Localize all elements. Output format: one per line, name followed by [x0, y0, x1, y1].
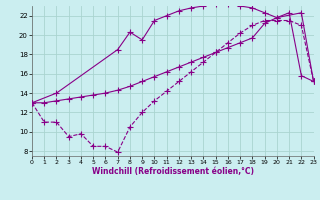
X-axis label: Windchill (Refroidissement éolien,°C): Windchill (Refroidissement éolien,°C): [92, 167, 254, 176]
